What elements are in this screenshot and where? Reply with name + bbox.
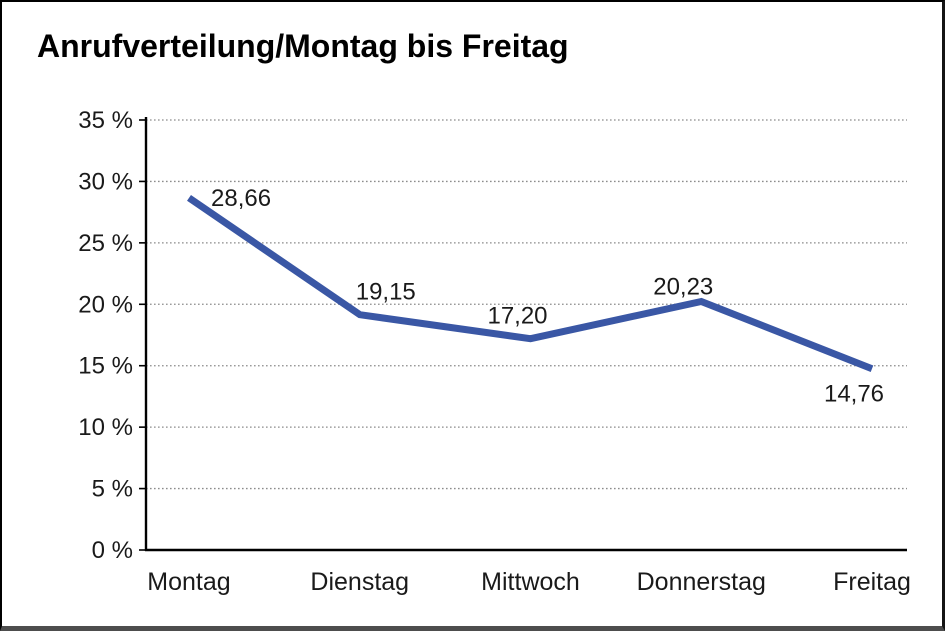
y-tick-label: 10 % <box>78 414 133 441</box>
x-category-label: Mittwoch <box>481 568 580 596</box>
y-tick-label: 20 % <box>78 291 133 318</box>
x-category-label: Dienstag <box>310 568 409 596</box>
data-point-label: 17,20 <box>487 303 547 330</box>
x-category-label: Donnerstag <box>637 568 766 596</box>
data-point-label: 20,23 <box>653 273 713 300</box>
y-tick-label: 5 % <box>92 476 133 503</box>
data-series-line <box>187 195 874 372</box>
y-tick-label: 30 % <box>78 168 133 195</box>
chart-title: Anrufverteilung/Montag bis Freitag <box>37 28 569 64</box>
y-tick-label: 25 % <box>78 230 133 257</box>
y-tick-label: 15 % <box>78 353 133 380</box>
data-point-label: 19,15 <box>356 279 416 306</box>
y-tick-label: 0 % <box>92 537 133 564</box>
y-tick-label: 35 % <box>78 107 133 134</box>
data-point-label: 14,76 <box>824 381 884 408</box>
x-category-label: Freitag <box>833 568 911 596</box>
x-category-label: Montag <box>147 568 230 596</box>
data-point-label: 28,66 <box>211 185 271 212</box>
